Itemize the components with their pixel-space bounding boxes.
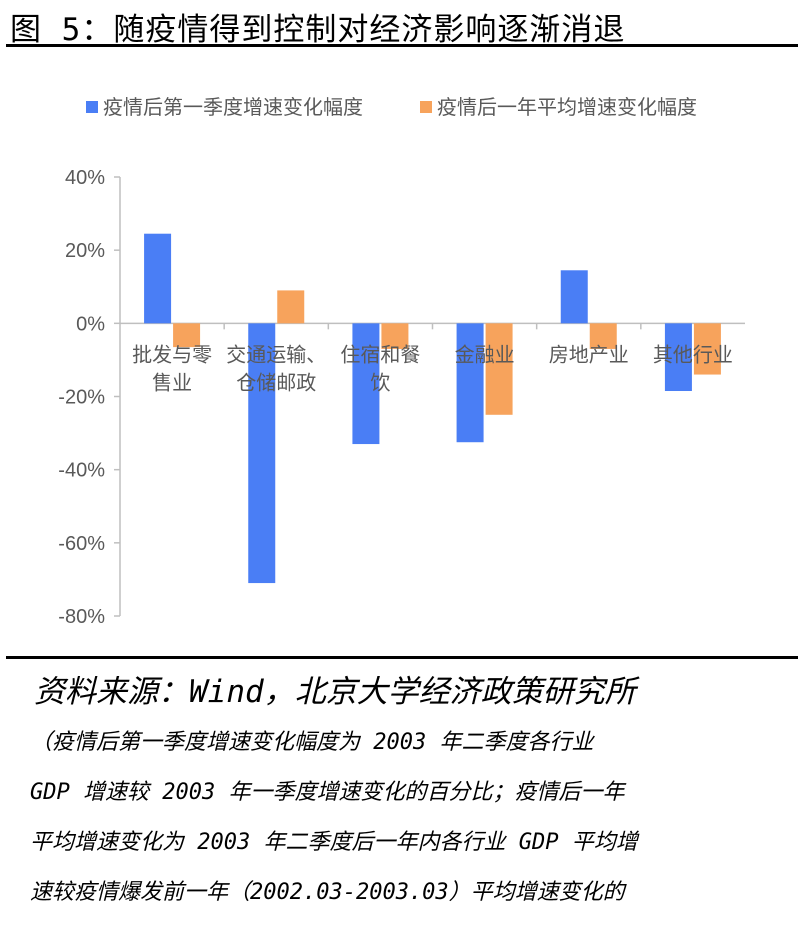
source-line: 资料来源：Wind，北京大学经济政策研究所 xyxy=(34,674,636,710)
y-tick-label: 40% xyxy=(65,167,105,189)
bar xyxy=(248,323,276,584)
legend-swatch xyxy=(420,101,432,113)
x-category-label: 其他行业 xyxy=(653,342,733,366)
x-category-label: 售业 xyxy=(152,370,192,394)
bar xyxy=(277,290,305,324)
x-category-label: 仓储邮政 xyxy=(236,370,316,394)
y-tick-label: -80% xyxy=(58,606,105,628)
y-tick-label: 0% xyxy=(76,313,105,335)
bar xyxy=(664,323,692,392)
bar xyxy=(693,323,721,375)
y-tick-label: 20% xyxy=(65,240,105,262)
y-tick-label: -40% xyxy=(58,460,105,482)
x-category-label: 批发与零 xyxy=(132,342,212,366)
legend-label: 疫情后一年平均增速变化幅度 xyxy=(437,95,697,119)
bar xyxy=(352,323,380,445)
bar xyxy=(485,323,513,415)
note-line-1: （疫情后第一季度增速变化幅度为 2003 年二季度各行业 xyxy=(30,730,594,755)
bar xyxy=(173,323,201,348)
x-category-label: 交通运输、 xyxy=(226,342,326,366)
y-tick-label: -60% xyxy=(58,533,105,555)
legend-label: 疫情后第一季度增速变化幅度 xyxy=(103,95,363,119)
note-line-4: 速较疫情爆发前一年（2002.03-2003.03）平均增速变化的 xyxy=(30,880,625,905)
bar xyxy=(589,323,617,349)
x-category-label: 金融业 xyxy=(455,342,515,366)
x-category-label: 房地产业 xyxy=(549,342,629,366)
legend-swatch xyxy=(86,101,98,113)
bottom-rule xyxy=(6,656,798,659)
figure-title: 图 5：随疫情得到控制对经济影响逐渐消退 xyxy=(10,12,626,48)
bar xyxy=(144,233,172,324)
bar-chart: 疫情后第一季度增速变化幅度 疫情后一年平均增速变化幅度 40% 20% 0% -20% -4… xyxy=(58,95,745,628)
x-category-label: 饮 xyxy=(370,370,390,394)
y-tick-label: -20% xyxy=(58,387,105,409)
top-rule xyxy=(6,44,798,47)
bar xyxy=(456,323,484,443)
bar xyxy=(560,270,588,324)
note-line-3: 平均增速变化为 2003 年二季度后一年内各行业 GDP 平均增 xyxy=(30,830,638,855)
note-line-2: GDP 增速较 2003 年一季度增速变化的百分比；疫情后一年 xyxy=(30,780,625,805)
x-category-label: 住宿和餐 xyxy=(340,342,420,366)
bar xyxy=(381,323,409,349)
